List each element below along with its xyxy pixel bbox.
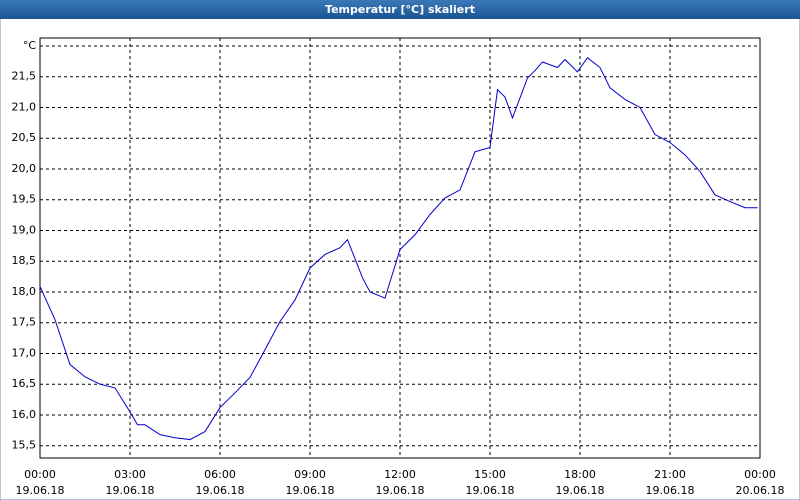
x-tick-date: 19.06.18	[196, 484, 245, 497]
x-tick-label: 03:00	[114, 468, 146, 481]
x-tick-date: 19.06.18	[106, 484, 155, 497]
x-tick-label: 09:00	[294, 468, 326, 481]
y-tick-label: 19,5	[12, 193, 37, 206]
temperature-line	[39, 56, 758, 441]
title-bar	[0, 0, 800, 19]
y-tick-label: 17,5	[12, 316, 37, 329]
x-tick-date: 20.06.18	[736, 484, 785, 497]
x-tick-date: 19.06.18	[556, 484, 605, 497]
x-tick-label: 06:00	[204, 468, 236, 481]
x-tick-date: 19.06.18	[16, 484, 65, 497]
y-tick-label: 21,5	[12, 70, 37, 83]
y-tick-label: 16,5	[12, 377, 37, 390]
x-tick-label: 00:00	[24, 468, 56, 481]
y-tick-label: 19,0	[12, 223, 37, 236]
x-tick-label: 00:00	[744, 468, 776, 481]
y-tick-label: 18,0	[12, 285, 37, 298]
y-tick-label: 16,0	[12, 408, 37, 421]
y-tick-label: 20,0	[12, 162, 37, 175]
y-tick-label: 17,0	[12, 346, 37, 359]
y-tick-label: 21,0	[12, 100, 37, 113]
x-tick-label: 12:00	[384, 468, 416, 481]
y-tick-label: °C	[23, 39, 37, 52]
chart-title: Temperatur [°C] skaliert	[325, 3, 475, 16]
y-tick-label: 18,5	[12, 254, 37, 267]
x-tick-label: 15:00	[474, 468, 506, 481]
x-tick-label: 21:00	[654, 468, 686, 481]
x-tick-date: 19.06.18	[286, 484, 335, 497]
x-tick-date: 19.06.18	[376, 484, 425, 497]
x-tick-label: 18:00	[564, 468, 596, 481]
x-tick-date: 19.06.18	[646, 484, 695, 497]
y-tick-label: 15,5	[12, 439, 37, 452]
x-tick-date: 19.06.18	[466, 484, 515, 497]
y-tick-label: 20,5	[12, 131, 37, 144]
